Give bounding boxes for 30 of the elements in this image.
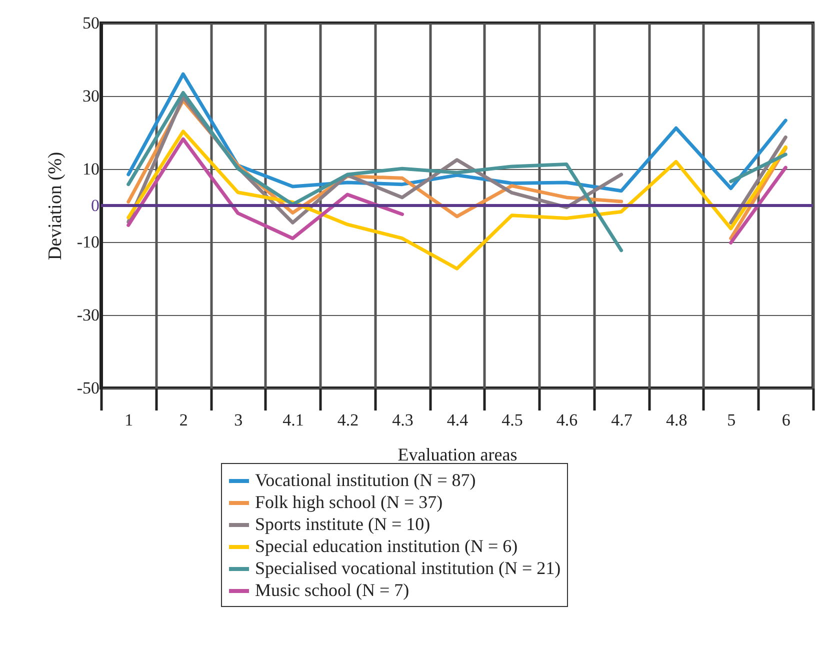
x-tick-label: 5	[727, 410, 736, 430]
y-tick-label: 0	[91, 196, 100, 215]
y-tick-label: 10	[82, 160, 100, 178]
y-tick-label: -10	[76, 232, 100, 252]
legend-label: Folk high school (N = 37)	[255, 492, 443, 512]
x-tick-label: 1	[124, 410, 134, 430]
x-tick-label: 2	[179, 410, 188, 430]
legend-label: Specialised vocational institution (N = 21)	[255, 558, 561, 578]
legend-label: Special education institution (N = 6)	[255, 536, 518, 556]
x-tick-label: 4.7	[611, 410, 633, 430]
legend-label: Music school (N = 7)	[255, 580, 410, 600]
x-tick-label: 3	[234, 410, 243, 430]
legend-label: Vocational institution (N = 87)	[255, 470, 476, 490]
line-series	[126, 130, 788, 270]
y-tick-label: -30	[76, 306, 100, 324]
x-tick-label: 4.4	[446, 410, 469, 430]
y-tick-label: 30	[82, 86, 100, 106]
legend-label: Sports institute (N = 10)	[255, 514, 430, 534]
x-tick-label: 4.3	[392, 410, 414, 430]
x-tick-label: 6	[782, 410, 790, 430]
x-tick-label: 4.6	[556, 410, 578, 430]
x-tick-label: 4.1	[282, 410, 304, 430]
x-axis-title: Evaluation areas	[398, 444, 518, 464]
y-tick-label: -50	[76, 378, 100, 398]
x-tick-label: 4.2	[337, 410, 359, 430]
y-axis-title: Deviation (%)	[44, 152, 66, 260]
x-tick-label: 4.5	[502, 410, 523, 430]
x-tick-label: 4.8	[666, 410, 688, 430]
y-tick-label: 50	[82, 14, 100, 32]
line-series	[126, 72, 788, 193]
